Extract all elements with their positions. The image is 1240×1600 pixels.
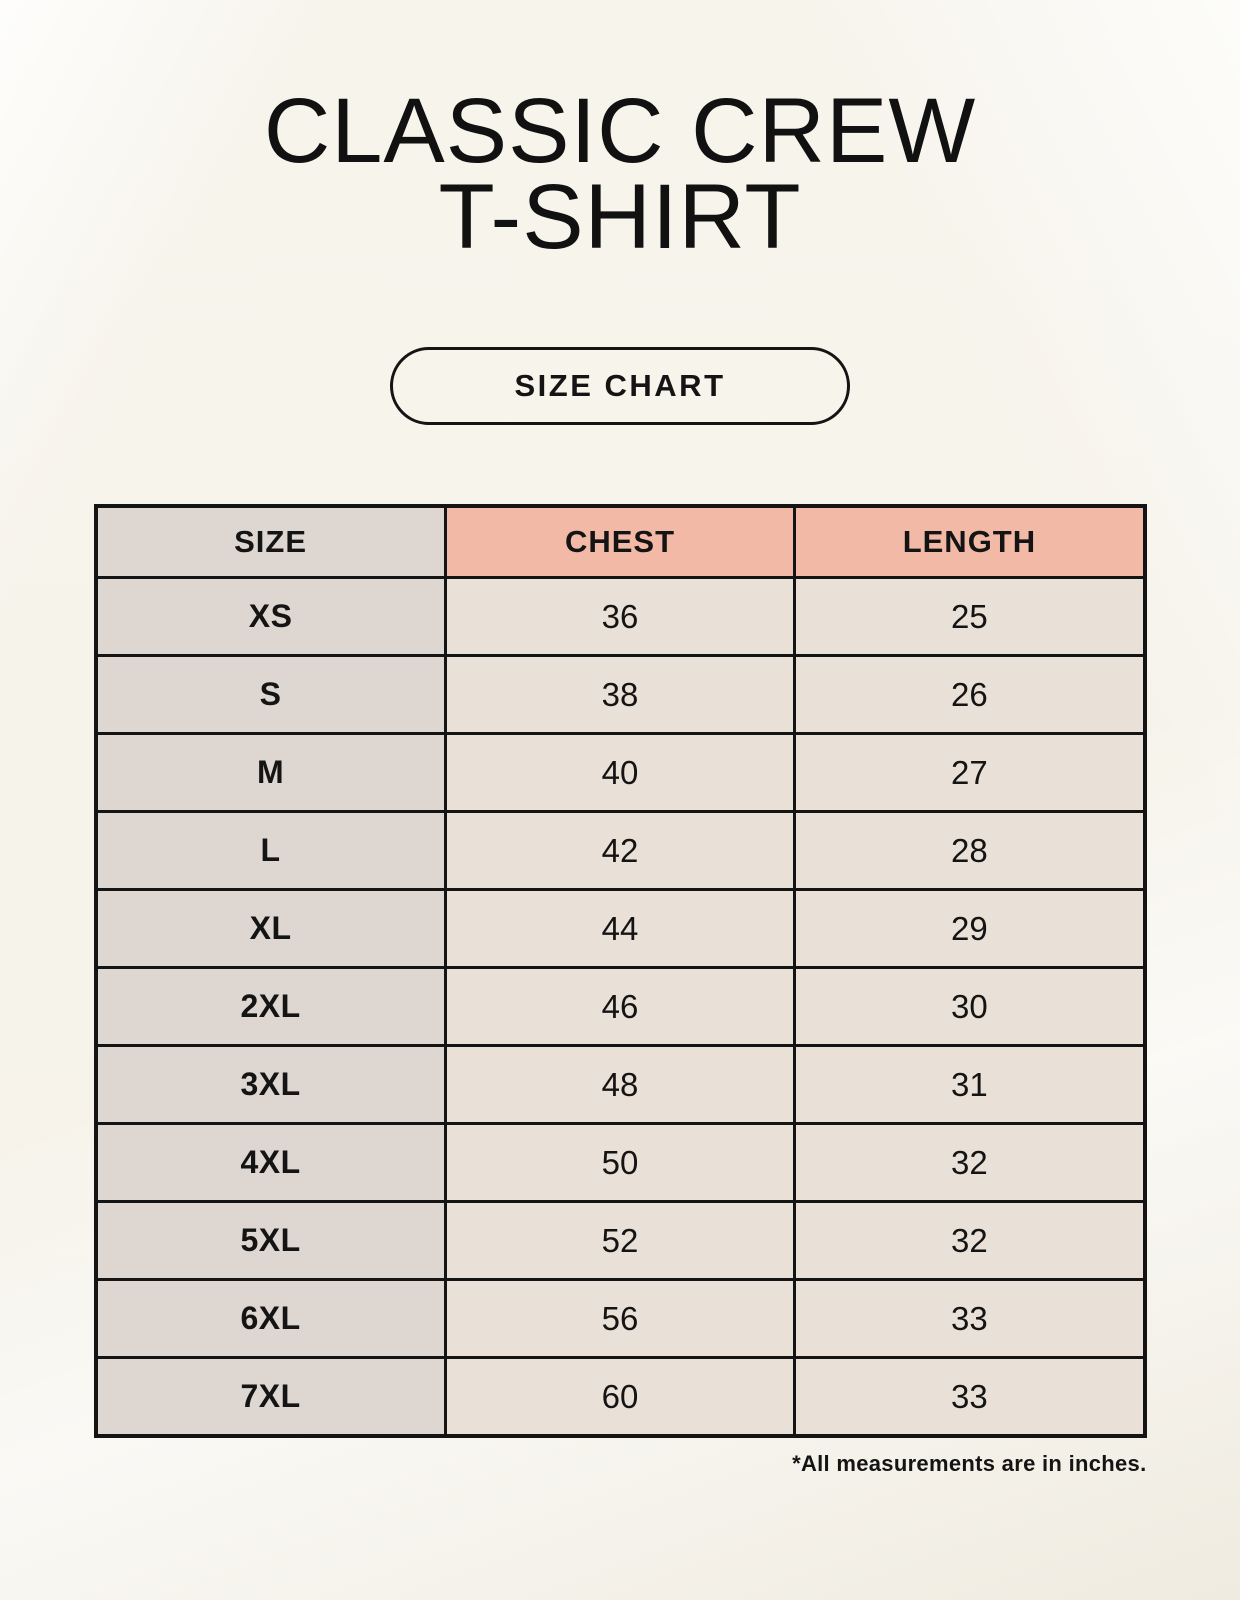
table-row: S 38 26 <box>94 654 1146 736</box>
size-cell: L <box>94 810 447 892</box>
chest-cell: 38 <box>443 654 797 736</box>
length-cell: 26 <box>793 654 1146 736</box>
size-cell: 5XL <box>94 1200 447 1282</box>
size-chart-table-container: SIZE CHEST LENGTH XS 36 25 S 38 26 M 40 27 L 42 28 X… <box>93 503 1147 1438</box>
table-row: XS 36 25 <box>94 576 1146 658</box>
length-cell: 33 <box>793 1278 1146 1360</box>
chest-cell: 42 <box>443 810 797 892</box>
size-cell: 4XL <box>94 1122 447 1204</box>
table-row: L 42 28 <box>94 810 1146 892</box>
size-cell: 6XL <box>94 1278 447 1360</box>
page-title: CLASSIC CREW T-SHIRT <box>0 0 1240 269</box>
chest-cell: 46 <box>443 966 797 1048</box>
page-title-line-2: T-SHIRT <box>438 166 802 269</box>
table-row: 3XL 48 31 <box>94 1044 1146 1126</box>
table-row: 4XL 50 32 <box>94 1122 1146 1204</box>
measurements-note: *All measurements are in inches. <box>792 1450 1147 1476</box>
chest-cell: 48 <box>443 1044 797 1126</box>
length-cell: 32 <box>793 1200 1146 1282</box>
chest-cell: 36 <box>443 576 797 658</box>
size-cell: 3XL <box>94 1044 447 1126</box>
length-cell: 30 <box>793 966 1146 1048</box>
column-header-length: LENGTH <box>793 504 1146 580</box>
length-cell: 29 <box>793 888 1146 970</box>
table-row: 7XL 60 33 <box>94 1356 1146 1438</box>
chest-cell: 50 <box>443 1122 797 1204</box>
size-table-body: XS 36 25 S 38 26 M 40 27 L 42 28 XL 44 29 2XL 46 30 3XL 48 3… <box>94 576 1146 1438</box>
table-row: 6XL 56 33 <box>94 1278 1146 1360</box>
size-cell: XS <box>94 576 447 658</box>
table-row: 5XL 52 32 <box>94 1200 1146 1282</box>
table-row: M 40 27 <box>94 732 1146 814</box>
column-header-chest: CHEST <box>443 504 797 580</box>
chest-cell: 44 <box>443 888 797 970</box>
page-title-line-1: CLASSIC CREW <box>263 80 977 182</box>
size-cell: 7XL <box>94 1356 447 1438</box>
length-cell: 27 <box>793 732 1146 814</box>
chest-cell: 40 <box>443 732 797 814</box>
size-chart-button[interactable]: SIZE CHART <box>390 346 850 425</box>
chest-cell: 60 <box>443 1356 797 1438</box>
column-header-size: SIZE <box>94 504 447 580</box>
size-cell: 2XL <box>94 966 447 1048</box>
table-row: XL 44 29 <box>94 888 1146 970</box>
length-cell: 33 <box>793 1356 1146 1438</box>
chest-cell: 52 <box>443 1200 797 1282</box>
size-chart-table: SIZE CHEST LENGTH XS 36 25 S 38 26 M 40 27 L 42 28 X… <box>93 503 1147 1438</box>
length-cell: 25 <box>793 576 1146 658</box>
table-header-row: SIZE CHEST LENGTH <box>94 504 1146 580</box>
size-cell: S <box>94 654 447 736</box>
length-cell: 28 <box>793 810 1146 892</box>
table-row: 2XL 46 30 <box>94 966 1146 1048</box>
size-cell: M <box>94 732 447 814</box>
size-cell: XL <box>94 888 447 970</box>
length-cell: 31 <box>793 1044 1146 1126</box>
chest-cell: 56 <box>443 1278 797 1360</box>
length-cell: 32 <box>793 1122 1146 1204</box>
